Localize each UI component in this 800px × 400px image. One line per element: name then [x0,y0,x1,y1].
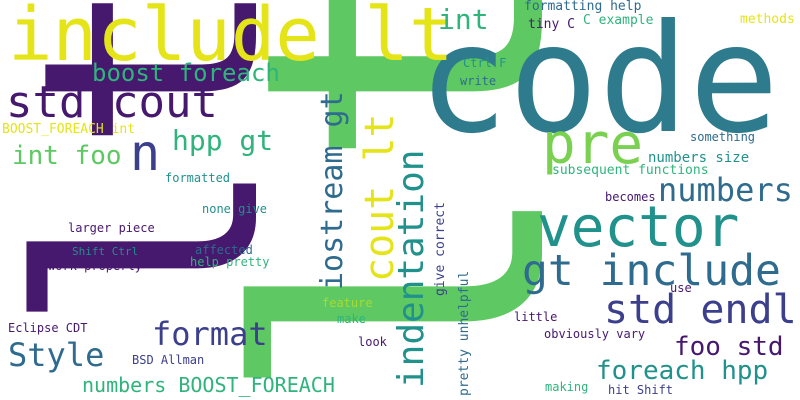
word-code: code [418,0,780,167]
word-bsd-allman: BSD Allman [132,353,205,367]
word-style: Style [8,336,105,374]
word-hpp-gt: hpp gt [172,124,274,157]
word-becomes: becomes [605,190,656,204]
word-indentation: indentation [391,149,432,388]
word-formatting-help: formatting help [524,0,642,14]
word-make: make [337,312,366,326]
word-shift-ctrl: Shift Ctrl [72,245,139,258]
word-something: something [690,130,756,144]
word-foo-std: foo std [674,332,784,362]
word-subsequent-functions: subsequent functions [552,163,709,178]
word-std-endl: std endl [604,287,797,333]
word-c-example: C example [583,13,654,28]
word-boost-foreach-int: BOOST_FOREACH int [2,122,136,137]
word-foreach-hpp: foreach hpp [596,356,769,386]
word-affected: affected [195,243,253,257]
word-give-correct: give correct [433,202,448,296]
word-gt-include: gt include [522,246,781,296]
word-hit-shift: hit Shift [608,383,674,397]
word-help-pretty: help pretty [190,255,270,269]
word-work-properly: work properly [48,259,142,273]
word-making: making [545,380,589,394]
word-tiny-c: tiny C [528,17,575,32]
word-numbers: numbers [658,171,793,209]
word-eclipse-cdt: Eclipse CDT [8,321,88,335]
word-little: little [514,310,558,324]
word-pretty-unhelpful: pretty unhelpful [457,270,472,396]
word-numbers-boost-foreach: numbers BOOST_FOREACH [82,373,335,397]
word-feature: feature [322,296,373,310]
word-none-give: none give [202,202,268,216]
word-n: n [130,124,161,182]
word-use: use [670,281,692,295]
word-larger-piece: larger piece [68,221,155,235]
word-write: write [460,74,497,88]
word-look: look [358,335,387,349]
word-pre: pre [542,112,644,177]
word-methods: methods [740,12,795,27]
word-ctrl-f: Ctrl F [463,56,507,70]
word-vector: vector [537,195,740,260]
word-obviously-vary: obviously vary [544,327,646,341]
word-int: int [438,3,489,36]
word-numbers-size: numbers size [648,150,750,166]
word-format: format [152,315,268,353]
word-include-lt: include lt [8,0,454,78]
word-boost-foreach: boost foreach [92,59,280,87]
word-std-cout: std cout [6,77,218,128]
word-iostream-gt: iostream gt [315,91,350,290]
word-formatted: formatted [165,171,231,185]
word-int-foo: int foo [12,141,122,171]
